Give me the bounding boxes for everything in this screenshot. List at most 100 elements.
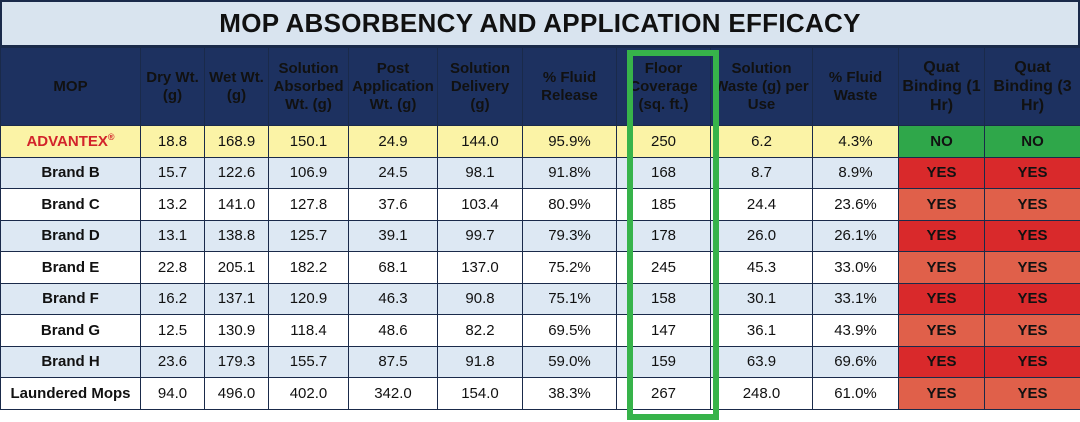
quat-binding-1hr-cell: YES — [898, 188, 985, 221]
quat-binding-1hr-cell: NO — [898, 125, 985, 158]
column-header: % Fluid Waste — [812, 47, 899, 126]
mop-name-cell: Brand D — [0, 219, 141, 252]
wet-cell: 205.1 — [204, 251, 269, 284]
table-row: Brand H 23.6 179.3 155.7 87.5 91.8 59.0% 159 63.… — [0, 345, 1080, 378]
post-cell: 48.6 — [348, 314, 438, 347]
waste-cell: 30.1 — [710, 282, 813, 315]
coverage-cell: 185 — [616, 188, 711, 221]
waste-cell: 248.0 — [710, 377, 813, 410]
release-cell: 38.3% — [522, 377, 617, 410]
release-cell: 59.0% — [522, 345, 617, 378]
quat-binding-1hr-cell: YES — [898, 282, 985, 315]
waste-cell: 6.2 — [710, 125, 813, 158]
absorbed-cell: 125.7 — [268, 219, 349, 252]
column-header: Solution Waste (g) per Use — [710, 47, 813, 126]
coverage-cell: 178 — [616, 219, 711, 252]
mop-comparison-table: MOP Dry Wt. (g) Wet Wt. (g) Solution Abs… — [0, 47, 1080, 410]
table-row: Brand G 12.5 130.9 118.4 48.6 82.2 69.5% 147 36.… — [0, 314, 1080, 347]
coverage-cell: 147 — [616, 314, 711, 347]
post-cell: 68.1 — [348, 251, 438, 284]
fluid-waste-cell: 26.1% — [812, 219, 899, 252]
fluid-waste-cell: 43.9% — [812, 314, 899, 347]
coverage-cell: 250 — [616, 125, 711, 158]
release-cell: 79.3% — [522, 219, 617, 252]
wet-cell: 130.9 — [204, 314, 269, 347]
absorbed-cell: 402.0 — [268, 377, 349, 410]
table-row: Brand F 16.2 137.1 120.9 46.3 90.8 75.1% 158 30.… — [0, 282, 1080, 315]
release-cell: 91.8% — [522, 156, 617, 189]
wet-cell: 179.3 — [204, 345, 269, 378]
column-header: Floor Coverage (sq. ft.) — [616, 47, 711, 126]
release-cell: 75.2% — [522, 251, 617, 284]
coverage-cell: 245 — [616, 251, 711, 284]
wet-cell: 168.9 — [204, 125, 269, 158]
table-row: Brand D 13.1 138.8 125.7 39.1 99.7 79.3% 178 26.… — [0, 219, 1080, 252]
table-row: Laundered Mops 94.0 496.0 402.0 342.0 154.0 38… — [0, 377, 1080, 410]
mop-name-cell: Brand H — [0, 345, 141, 378]
delivery-cell: 99.7 — [437, 219, 523, 252]
column-header: Quat Binding (1 Hr) — [898, 47, 985, 126]
release-cell: 69.5% — [522, 314, 617, 347]
quat-binding-3hr-cell: YES — [984, 377, 1080, 410]
absorbed-cell: 150.1 — [268, 125, 349, 158]
dry-cell: 23.6 — [140, 345, 205, 378]
column-header: % Fluid Release — [522, 47, 617, 126]
dry-cell: 18.8 — [140, 125, 205, 158]
registered-mark: ® — [107, 132, 115, 143]
waste-cell: 8.7 — [710, 156, 813, 189]
table-row: ADVANTEX® 18.8 168.9 150.1 24.9 144.0 95.9% 250… — [0, 125, 1080, 158]
delivery-cell: 90.8 — [437, 282, 523, 315]
delivery-cell: 82.2 — [437, 314, 523, 347]
quat-binding-3hr-cell: YES — [984, 345, 1080, 378]
dry-cell: 13.2 — [140, 188, 205, 221]
coverage-cell: 159 — [616, 345, 711, 378]
delivery-cell: 144.0 — [437, 125, 523, 158]
post-cell: 87.5 — [348, 345, 438, 378]
fluid-waste-cell: 4.3% — [812, 125, 899, 158]
delivery-cell: 91.8 — [437, 345, 523, 378]
quat-binding-1hr-cell: YES — [898, 156, 985, 189]
mop-name-cell: Brand B — [0, 156, 141, 189]
quat-binding-3hr-cell: YES — [984, 282, 1080, 315]
release-cell: 95.9% — [522, 125, 617, 158]
table-row: Brand E 22.8 205.1 182.2 68.1 137.0 75.2% 245 45… — [0, 251, 1080, 284]
wet-cell: 122.6 — [204, 156, 269, 189]
header-row: MOP Dry Wt. (g) Wet Wt. (g) Solution Abs… — [0, 47, 1080, 126]
column-header: Wet Wt. (g) — [204, 47, 269, 126]
release-cell: 80.9% — [522, 188, 617, 221]
quat-binding-3hr-cell: YES — [984, 219, 1080, 252]
dry-cell: 16.2 — [140, 282, 205, 315]
coverage-cell: 168 — [616, 156, 711, 189]
wet-cell: 137.1 — [204, 282, 269, 315]
absorbed-cell: 106.9 — [268, 156, 349, 189]
delivery-cell: 154.0 — [437, 377, 523, 410]
coverage-cell: 267 — [616, 377, 711, 410]
absorbed-cell: 118.4 — [268, 314, 349, 347]
absorbed-cell: 182.2 — [268, 251, 349, 284]
mop-name-cell: Brand F — [0, 282, 141, 315]
fluid-waste-cell: 33.0% — [812, 251, 899, 284]
waste-cell: 26.0 — [710, 219, 813, 252]
post-cell: 39.1 — [348, 219, 438, 252]
mop-name-cell: Brand E — [0, 251, 141, 284]
quat-binding-3hr-cell: YES — [984, 188, 1080, 221]
dry-cell: 94.0 — [140, 377, 205, 410]
coverage-cell: 158 — [616, 282, 711, 315]
dry-cell: 13.1 — [140, 219, 205, 252]
quat-binding-1hr-cell: YES — [898, 377, 985, 410]
dry-cell: 12.5 — [140, 314, 205, 347]
fluid-waste-cell: 61.0% — [812, 377, 899, 410]
table-title: MOP ABSORBENCY AND APPLICATION EFFICACY — [0, 0, 1080, 47]
absorbed-cell: 127.8 — [268, 188, 349, 221]
wet-cell: 496.0 — [204, 377, 269, 410]
waste-cell: 63.9 — [710, 345, 813, 378]
fluid-waste-cell: 33.1% — [812, 282, 899, 315]
column-header: Quat Binding (3 Hr) — [984, 47, 1080, 126]
fluid-waste-cell: 69.6% — [812, 345, 899, 378]
waste-cell: 36.1 — [710, 314, 813, 347]
post-cell: 24.5 — [348, 156, 438, 189]
mop-name-cell: Laundered Mops — [0, 377, 141, 410]
dry-cell: 22.8 — [140, 251, 205, 284]
waste-cell: 45.3 — [710, 251, 813, 284]
release-cell: 75.1% — [522, 282, 617, 315]
